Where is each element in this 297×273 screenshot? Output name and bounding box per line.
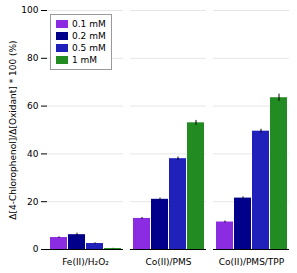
html-text:0.2 mM: 0.2 mM	[72, 31, 106, 41]
svg-text:Co(II)/PMS: Co(II)/PMS	[145, 257, 191, 267]
html-text:0.1 mM: 0.1 mM	[72, 19, 106, 29]
svg-text:100: 100	[21, 5, 38, 15]
html-text:0.5 mM: 0.5 mM	[72, 43, 106, 53]
svg-text:0: 0	[33, 244, 39, 254]
svg-text:Fe(II)/H₂O₂: Fe(II)/H₂O₂	[62, 257, 109, 267]
svg-text:60: 60	[27, 101, 39, 111]
svg-text:40: 40	[27, 149, 39, 159]
html-text:1 mM: 1 mM	[72, 55, 98, 65]
svg-text:20: 20	[27, 197, 39, 207]
svg-text:Co(II)/PMS/TPP: Co(II)/PMS/TPP	[219, 257, 285, 267]
svg-text:Δ[4-Chlorophenol]/Δ[Oxidant] *: Δ[4-Chlorophenol]/Δ[Oxidant] * 100 (%)	[8, 40, 18, 219]
svg-text:80: 80	[27, 53, 39, 63]
